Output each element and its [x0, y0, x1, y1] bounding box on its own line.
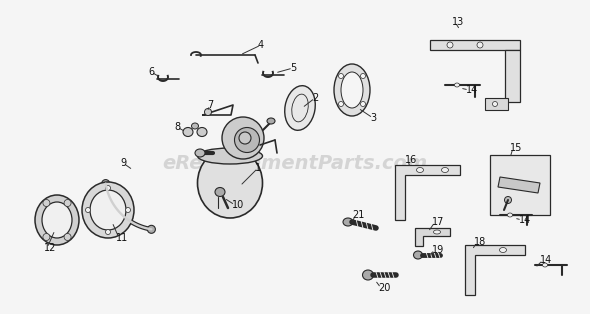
Polygon shape: [505, 50, 520, 102]
Ellipse shape: [64, 199, 71, 207]
Text: 16: 16: [405, 155, 417, 165]
Ellipse shape: [417, 167, 424, 172]
Ellipse shape: [192, 123, 198, 129]
Ellipse shape: [504, 197, 512, 203]
Ellipse shape: [493, 101, 497, 106]
Polygon shape: [490, 155, 550, 215]
Ellipse shape: [106, 230, 110, 235]
Ellipse shape: [101, 180, 110, 187]
Ellipse shape: [334, 64, 370, 116]
Ellipse shape: [183, 127, 193, 137]
Ellipse shape: [205, 109, 211, 116]
Ellipse shape: [222, 117, 264, 159]
Ellipse shape: [362, 270, 373, 280]
Text: 15: 15: [510, 143, 522, 153]
Ellipse shape: [35, 195, 79, 245]
Text: 6: 6: [148, 67, 154, 77]
Ellipse shape: [42, 202, 72, 238]
Ellipse shape: [507, 213, 513, 217]
Ellipse shape: [43, 234, 50, 241]
Text: 12: 12: [44, 243, 57, 253]
Polygon shape: [465, 245, 525, 295]
Text: 13: 13: [452, 17, 464, 27]
Text: 9: 9: [120, 158, 126, 168]
Text: 19: 19: [432, 245, 444, 255]
Text: 14: 14: [540, 255, 552, 265]
Polygon shape: [498, 177, 540, 193]
Text: 1: 1: [255, 163, 261, 173]
Ellipse shape: [90, 190, 126, 230]
Text: 14: 14: [466, 85, 478, 95]
Text: 4: 4: [258, 40, 264, 50]
Ellipse shape: [434, 230, 441, 234]
Polygon shape: [485, 98, 508, 110]
Polygon shape: [415, 228, 450, 246]
Text: 20: 20: [378, 283, 391, 293]
Ellipse shape: [339, 101, 343, 106]
Ellipse shape: [43, 199, 50, 207]
Ellipse shape: [215, 187, 225, 197]
Ellipse shape: [343, 218, 353, 226]
Ellipse shape: [441, 167, 448, 172]
Text: 8: 8: [174, 122, 180, 132]
Ellipse shape: [195, 149, 205, 157]
Ellipse shape: [454, 83, 460, 87]
Ellipse shape: [198, 148, 263, 218]
Ellipse shape: [126, 208, 130, 213]
Text: 21: 21: [352, 210, 365, 220]
Ellipse shape: [542, 263, 548, 267]
Text: eReplacementParts.com: eReplacementParts.com: [162, 154, 428, 173]
Ellipse shape: [414, 251, 422, 259]
Text: 14: 14: [519, 215, 531, 225]
Text: 10: 10: [232, 200, 244, 210]
Text: 18: 18: [474, 237, 486, 247]
Polygon shape: [395, 165, 460, 220]
Ellipse shape: [86, 208, 90, 213]
Text: 7: 7: [207, 100, 213, 110]
Ellipse shape: [285, 86, 315, 130]
Ellipse shape: [148, 225, 155, 233]
Ellipse shape: [239, 132, 251, 144]
Ellipse shape: [64, 234, 71, 241]
Ellipse shape: [339, 73, 343, 78]
Ellipse shape: [500, 247, 506, 252]
Ellipse shape: [234, 127, 260, 153]
Ellipse shape: [82, 182, 134, 238]
Ellipse shape: [477, 42, 483, 48]
Ellipse shape: [106, 186, 110, 191]
Polygon shape: [430, 40, 520, 50]
Ellipse shape: [341, 72, 363, 108]
Ellipse shape: [198, 148, 263, 164]
Ellipse shape: [360, 73, 365, 78]
Ellipse shape: [447, 42, 453, 48]
Ellipse shape: [267, 118, 275, 124]
Text: 2: 2: [312, 93, 318, 103]
Ellipse shape: [197, 127, 207, 137]
Text: 17: 17: [432, 217, 444, 227]
Text: 5: 5: [290, 63, 296, 73]
Text: 11: 11: [116, 233, 128, 243]
Ellipse shape: [360, 101, 365, 106]
Text: 3: 3: [370, 113, 376, 123]
